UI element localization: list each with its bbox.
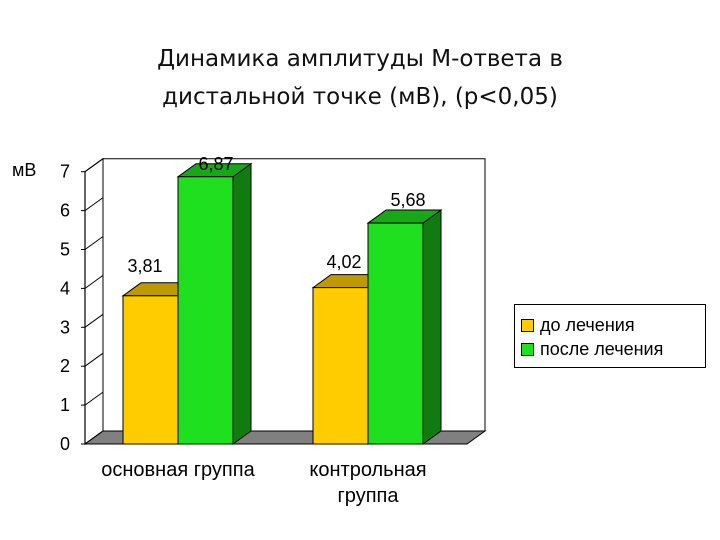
y-tick-line <box>84 430 104 445</box>
y-tick-label: 0 <box>60 434 70 454</box>
legend-swatch-after <box>521 342 534 356</box>
category-label: основная группа <box>101 459 255 481</box>
y-tick-label: 4 <box>60 278 70 298</box>
bar-value-label: 4,02 <box>326 252 361 272</box>
y-tick-label: 2 <box>60 356 70 376</box>
legend: до лечения после лечения <box>514 304 706 368</box>
y-tick-label: 1 <box>60 395 70 415</box>
chart-title-line-1: Динамика амплитуды М-ответа в <box>157 46 563 72</box>
bar-value-label: 6,87 <box>198 154 233 174</box>
legend-label-after: после лечения <box>540 338 664 359</box>
y-tick-line <box>84 313 104 328</box>
y-tick-label: 6 <box>60 201 70 221</box>
bar <box>122 295 179 445</box>
y-tick-line <box>84 197 104 212</box>
category-label: группа <box>338 485 400 507</box>
legend-swatch-before <box>521 318 534 332</box>
y-tick-line <box>84 158 104 173</box>
bar <box>312 287 369 445</box>
y-axis-label: мВ <box>12 160 36 180</box>
y-tick-line <box>84 391 104 406</box>
chart-title: Динамика амплитуды М-ответа в дистальной… <box>0 40 720 116</box>
chart-title-line-2: дистальной точке (мВ), (p<0,05) <box>162 84 558 110</box>
y-tick-line <box>84 274 104 289</box>
y-tick-line <box>84 236 104 250</box>
y-tick-line <box>84 352 104 367</box>
bar-value-label: 3,81 <box>127 256 162 276</box>
bar <box>177 176 234 445</box>
y-tick-label: 7 <box>60 162 70 182</box>
side-wall <box>84 157 104 445</box>
legend-item-before: до лечения <box>521 314 635 336</box>
bar-value-label: 5,68 <box>390 190 425 210</box>
bar-side <box>232 162 252 445</box>
legend-item-after: после лечения <box>521 338 663 360</box>
bar <box>367 222 424 445</box>
y-tick-label: 3 <box>60 317 70 337</box>
legend-label-before: до лечения <box>540 314 635 335</box>
category-label: контрольная <box>309 459 426 481</box>
y-tick-label: 5 <box>60 240 70 260</box>
bar-side <box>422 209 442 445</box>
